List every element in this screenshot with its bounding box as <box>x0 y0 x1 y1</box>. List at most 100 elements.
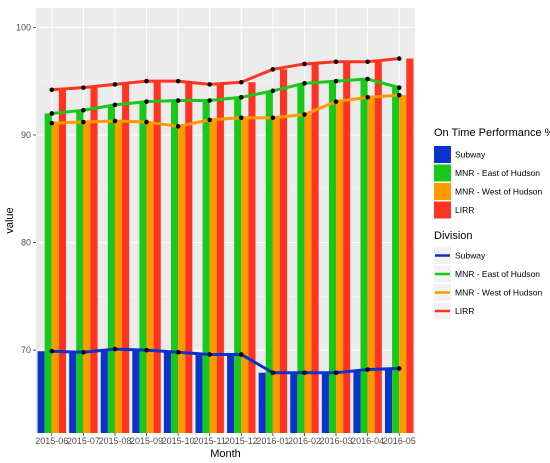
legend-label: Subway <box>455 150 486 160</box>
data-point <box>270 88 276 94</box>
legend-label: MNR - West of Hudson <box>455 288 543 298</box>
bar <box>297 83 305 433</box>
bars <box>37 58 414 434</box>
series-line <box>51 347 400 375</box>
y-axis-title: value <box>4 207 16 233</box>
legend-key <box>434 201 451 219</box>
data-point <box>175 98 181 103</box>
legend-key <box>434 183 451 200</box>
bar <box>122 84 130 434</box>
x-tick-label: 2016-03 <box>320 436 353 446</box>
data-point <box>270 115 276 121</box>
y-tick-label: 70 <box>21 345 31 355</box>
points <box>49 56 402 376</box>
x-tick-label: 2015-12 <box>225 436 258 446</box>
bar <box>171 100 179 433</box>
data-point <box>49 111 55 116</box>
data-point <box>238 95 244 100</box>
bar <box>163 352 172 433</box>
data-point <box>302 61 307 67</box>
x-tick-label: 2015-06 <box>35 436 68 446</box>
data-point <box>365 76 370 82</box>
data-point <box>333 99 339 104</box>
y-tick-label: 90 <box>21 130 31 140</box>
legend-label: MNR - East of Hudson <box>455 168 540 178</box>
bar <box>90 87 98 434</box>
data-point <box>175 78 181 84</box>
bar <box>336 101 344 433</box>
x-axis-title: Month <box>210 448 241 460</box>
bar <box>279 69 288 434</box>
data-point <box>112 82 118 87</box>
data-point <box>81 107 86 113</box>
x-tick-label: 2016-01 <box>256 436 289 446</box>
bar <box>37 351 45 433</box>
data-point <box>144 119 149 125</box>
lines <box>51 57 400 375</box>
data-point <box>396 56 402 61</box>
series-line <box>51 77 400 115</box>
series-line <box>51 93 400 128</box>
x-axis-ticks: 2015-062015-072015-082015-092015-102015-… <box>35 433 416 446</box>
bar <box>51 123 59 433</box>
bar <box>265 90 273 434</box>
data-point <box>175 124 181 129</box>
legend-key <box>434 164 451 182</box>
legend-label: MNR - West of Hudson <box>455 187 543 197</box>
bar <box>304 114 312 434</box>
data-point <box>144 78 149 84</box>
legend-key <box>434 146 451 163</box>
bar <box>139 101 147 433</box>
data-point <box>396 92 402 98</box>
bar <box>209 119 217 433</box>
bar <box>384 368 393 433</box>
bar <box>202 100 210 433</box>
data-point <box>238 352 244 357</box>
bar <box>195 354 203 433</box>
data-point <box>112 102 118 108</box>
bar <box>216 84 224 434</box>
x-tick-label: 2016-04 <box>351 436 384 446</box>
data-point <box>81 350 86 355</box>
x-tick-label: 2015-08 <box>98 436 131 446</box>
data-point <box>207 98 213 103</box>
data-point <box>175 350 181 355</box>
bar <box>248 82 256 433</box>
data-point <box>49 348 55 354</box>
x-tick-label: 2016-05 <box>383 436 416 446</box>
bar <box>311 63 319 433</box>
bar <box>353 369 361 433</box>
bar <box>272 117 280 434</box>
data-point <box>365 59 370 65</box>
legend-label: Subway <box>455 251 486 261</box>
bar <box>185 81 193 434</box>
data-point <box>333 78 339 84</box>
y-tick-label: 100 <box>16 22 31 32</box>
bar <box>76 110 84 434</box>
data-point <box>81 119 86 125</box>
bar <box>69 352 77 433</box>
data-point <box>270 67 276 72</box>
data-point <box>333 59 339 65</box>
data-point <box>207 82 213 87</box>
x-tick-label: 2015-11 <box>194 436 226 446</box>
bar <box>258 372 266 433</box>
data-point <box>49 87 55 93</box>
bar <box>107 104 115 433</box>
x-tick-label: 2016-02 <box>288 436 321 446</box>
legend-label: MNR - East of Hudson <box>455 269 540 279</box>
bar <box>241 117 249 434</box>
bar <box>399 95 407 433</box>
legend-title: On Time Performance % <box>434 127 550 139</box>
data-point <box>112 346 118 352</box>
bar <box>114 120 123 434</box>
bar <box>227 354 235 433</box>
data-point <box>396 366 402 371</box>
y-axis-ticks: 70 80 90 100 <box>16 22 36 355</box>
bar <box>392 87 400 434</box>
bar <box>44 113 52 433</box>
data-point <box>207 352 213 357</box>
data-point <box>365 367 370 372</box>
